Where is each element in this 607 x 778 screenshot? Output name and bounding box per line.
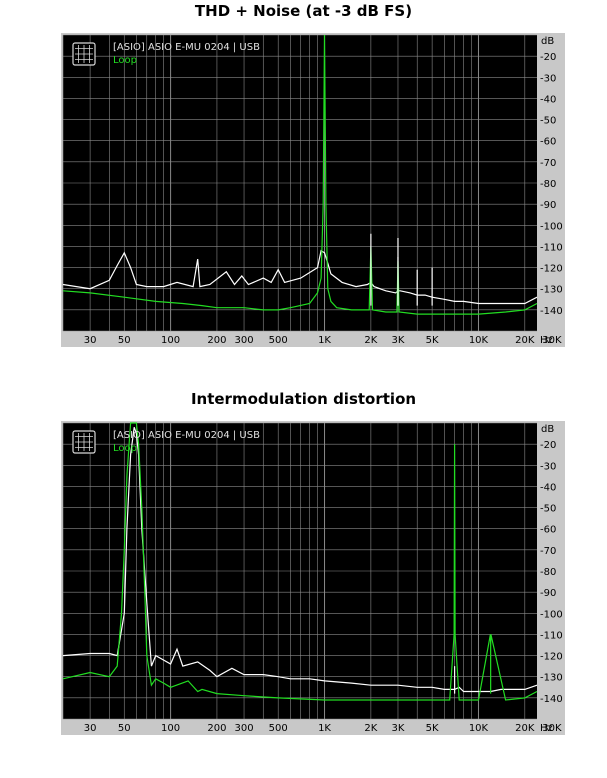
y-tick-label: -130 <box>540 673 563 684</box>
y-tick-label: -110 <box>540 242 563 253</box>
x-tick-label: 50 <box>118 723 131 734</box>
legend-entry: Loop <box>113 55 137 66</box>
y-tick-label: -70 <box>540 158 556 169</box>
x-tick-label: 100 <box>161 335 180 346</box>
y-tick-label: -30 <box>540 461 556 472</box>
y-tick-label: -50 <box>540 504 556 515</box>
series-line-loop <box>62 422 538 701</box>
x-tick-label: 200 <box>207 723 226 734</box>
y-tick-label: -100 <box>540 221 563 232</box>
x-axis-unit: Hz <box>540 723 553 734</box>
x-tick-label: 10K <box>469 723 489 734</box>
chart-panel-imd: Intermodulation distortion dB -20 -30 -40 -5… <box>0 388 607 748</box>
x-tick-label: 300 <box>234 335 253 346</box>
grid-toggle-icon[interactable] <box>72 42 96 66</box>
x-tick-label: 30 <box>84 335 97 346</box>
y-axis-unit: dB <box>541 36 554 47</box>
y-tick-label: -30 <box>540 73 556 84</box>
x-tick-label: 20K <box>515 723 535 734</box>
y-tick-label: -80 <box>540 179 556 190</box>
grid <box>62 422 537 720</box>
y-tick-label: -140 <box>540 306 563 317</box>
x-tick-label: 2K <box>364 723 377 734</box>
grid <box>62 34 537 332</box>
y-tick-label: -100 <box>540 609 563 620</box>
x-tick-label: 5K <box>426 723 439 734</box>
x-tick-label: 300 <box>234 723 253 734</box>
chart-panel-thd: THD + Noise (at -3 dB FS) dB -20 -30 -40 -50… <box>0 0 607 360</box>
x-tick-label: 30K <box>542 335 562 346</box>
y-tick-label: -110 <box>540 630 563 641</box>
y-tick-label: -130 <box>540 285 563 296</box>
x-tick-label: 10K <box>469 335 489 346</box>
x-tick-label: 200 <box>207 335 226 346</box>
y-tick-label: -70 <box>540 546 556 557</box>
series-line-loop <box>62 34 538 315</box>
y-tick-label: -140 <box>540 694 563 705</box>
x-tick-label: 1K <box>318 723 331 734</box>
y-tick-label: -120 <box>540 652 563 663</box>
legend-entry: [ASIO] ASIO E-MU 0204 | USB <box>113 42 260 53</box>
y-tick-label: -90 <box>540 588 556 599</box>
x-tick-label: 30 <box>84 723 97 734</box>
x-tick-label: 3K <box>392 723 405 734</box>
x-tick-label: 5K <box>426 335 439 346</box>
y-tick-label: -40 <box>540 94 556 105</box>
x-tick-label: 100 <box>161 723 180 734</box>
legend-entry: [ASIO] ASIO E-MU 0204 | USB <box>113 430 260 441</box>
chart-title: THD + Noise (at -3 dB FS) <box>194 2 413 20</box>
y-tick-label: -60 <box>540 525 556 536</box>
y-tick-label: -90 <box>540 200 556 211</box>
x-tick-label: 500 <box>269 723 288 734</box>
legend-entry: Loop <box>113 443 137 454</box>
series-line-device <box>62 427 538 693</box>
y-tick-label: -60 <box>540 137 556 148</box>
y-tick-label: -40 <box>540 482 556 493</box>
x-tick-label: 30K <box>542 723 562 734</box>
y-tick-label: -120 <box>540 264 563 275</box>
chart-title: Intermodulation distortion <box>190 390 417 408</box>
thd-noise-chart: dB -20 -30 -40 -50 -60 -70 -80 -90 -100 -110 -120 -1… <box>61 33 565 347</box>
x-tick-label: 50 <box>118 335 131 346</box>
y-tick-label: -20 <box>540 52 556 63</box>
imd-chart: dB -20 -30 -40 -50 -60 -70 -80 -90 -100 -110 -120 -1… <box>61 421 565 735</box>
x-tick-label: 20K <box>515 335 535 346</box>
y-axis-unit: dB <box>541 424 554 435</box>
y-tick-label: -50 <box>540 116 556 127</box>
x-tick-label: 500 <box>269 335 288 346</box>
x-tick-label: 3K <box>392 335 405 346</box>
y-tick-label: -80 <box>540 567 556 578</box>
x-axis-unit: Hz <box>540 335 553 346</box>
grid-toggle-icon[interactable] <box>72 430 96 454</box>
x-tick-label: 1K <box>318 335 331 346</box>
x-tick-label: 2K <box>364 335 377 346</box>
y-tick-label: -20 <box>540 440 556 451</box>
